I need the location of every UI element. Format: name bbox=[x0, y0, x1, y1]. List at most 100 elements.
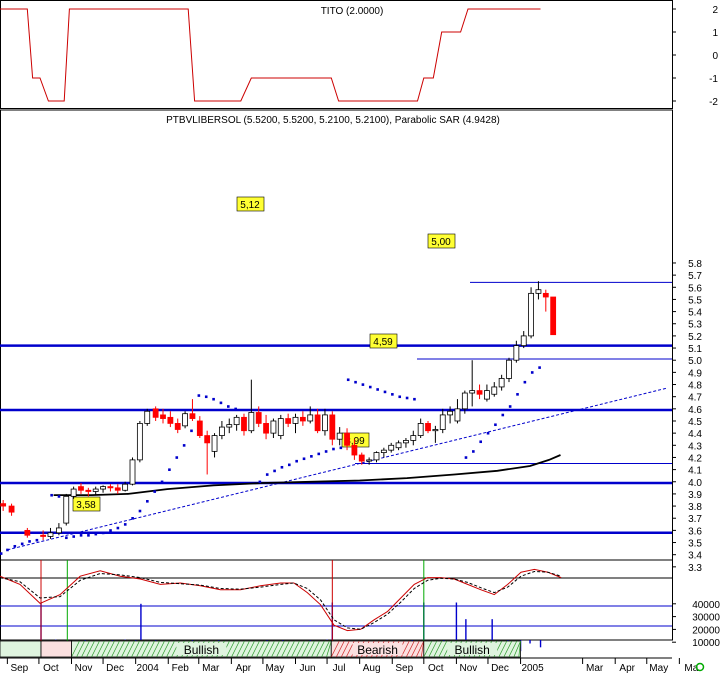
sar-dot bbox=[57, 495, 61, 498]
band-hatch bbox=[71, 640, 80, 658]
candle-body bbox=[92, 488, 99, 492]
price-y-tick-label: 3.5 bbox=[688, 539, 702, 550]
x-tick-label: Apr bbox=[236, 663, 252, 674]
candle-body bbox=[520, 335, 527, 347]
tito-y-tick-label: -2 bbox=[709, 97, 718, 108]
candle-body bbox=[506, 359, 512, 379]
level-label-box bbox=[369, 333, 398, 349]
band-hatch bbox=[161, 640, 170, 658]
sar-dot bbox=[123, 523, 127, 526]
trend-line bbox=[7, 387, 667, 551]
sar-dot bbox=[197, 394, 201, 397]
candle-body bbox=[314, 414, 321, 432]
candle-body bbox=[211, 435, 218, 452]
candle-body bbox=[189, 413, 196, 419]
price-y-tick-label: 5.0 bbox=[688, 356, 702, 367]
candle-body bbox=[55, 527, 62, 534]
oscillator-line bbox=[0, 570, 562, 630]
sar-dot bbox=[501, 413, 505, 417]
band-label-bg bbox=[176, 643, 227, 655]
band-hatch bbox=[76, 640, 85, 658]
candle-body bbox=[292, 416, 299, 424]
sar-dot bbox=[160, 480, 164, 484]
candle-body bbox=[358, 454, 365, 462]
x-tick-label: Oct bbox=[428, 663, 444, 674]
candle-body bbox=[403, 440, 409, 444]
sar-dot bbox=[361, 383, 365, 386]
band-hatch bbox=[271, 640, 280, 658]
sentiment-band bbox=[40, 640, 72, 658]
sar-dot bbox=[234, 407, 237, 411]
level-label-box bbox=[72, 496, 101, 512]
sar-dot bbox=[20, 542, 24, 546]
price-y-tick-label: 5.8 bbox=[688, 259, 702, 270]
sar-dot bbox=[376, 388, 379, 391]
candle-body bbox=[196, 420, 203, 436]
sar-dot bbox=[310, 455, 313, 458]
sar-dot bbox=[94, 532, 98, 536]
candle-body bbox=[461, 392, 468, 410]
candle-body bbox=[344, 432, 350, 446]
candle-body bbox=[167, 416, 174, 424]
sar-dot bbox=[109, 529, 112, 532]
sar-dot bbox=[273, 469, 276, 473]
sar-dot bbox=[486, 431, 490, 435]
candle-body bbox=[204, 435, 211, 444]
candle-body bbox=[136, 423, 143, 461]
candle-body bbox=[469, 390, 476, 394]
candle-body bbox=[491, 386, 498, 395]
candle-body bbox=[410, 435, 417, 441]
level-label: 3,99 bbox=[345, 436, 365, 447]
candle-body bbox=[85, 489, 92, 492]
band-label: Bullish bbox=[455, 643, 490, 657]
x-tick-label: Feb bbox=[172, 663, 190, 674]
price-y-tick-label: 4.5 bbox=[688, 417, 702, 428]
sar-dot bbox=[116, 526, 120, 530]
sar-dot bbox=[413, 397, 416, 401]
band-hatch bbox=[428, 640, 438, 658]
band-hatch bbox=[131, 640, 140, 658]
band-label-bg bbox=[352, 643, 403, 655]
status-indicator-icon[interactable] bbox=[695, 662, 705, 672]
band-hatch bbox=[301, 640, 310, 658]
sar-dot bbox=[101, 531, 105, 535]
sar-dot bbox=[79, 534, 83, 537]
sar-dot bbox=[494, 423, 497, 427]
band-hatch bbox=[241, 640, 250, 658]
sar-dot bbox=[302, 457, 306, 461]
price-y-tick-label: 4.8 bbox=[688, 381, 702, 392]
candle-body bbox=[476, 390, 483, 395]
candle-body bbox=[550, 296, 557, 336]
sar-dot bbox=[146, 500, 149, 503]
tito-frame bbox=[0, 0, 673, 109]
candle-body bbox=[277, 418, 284, 436]
sar-dot bbox=[391, 393, 394, 396]
band-hatch bbox=[433, 640, 443, 658]
sar-dot bbox=[405, 396, 409, 400]
band-hatch bbox=[256, 640, 265, 658]
candle-body bbox=[24, 529, 31, 536]
band-hatch bbox=[101, 640, 110, 658]
candle-body bbox=[498, 378, 505, 388]
sar-dot bbox=[332, 447, 335, 451]
sar-dot bbox=[368, 385, 372, 389]
candle-body bbox=[8, 505, 15, 513]
x-tick-label: Jul bbox=[333, 663, 346, 674]
band-hatch bbox=[296, 640, 305, 658]
candle-body bbox=[380, 449, 387, 453]
band-hatch bbox=[316, 640, 325, 658]
tito-title: TITO (2.0000) bbox=[321, 6, 384, 17]
level-label-box bbox=[427, 233, 456, 249]
price-title: PTBVLIBERSOL (5.5200, 5.5200, 5.2100, 5.… bbox=[166, 115, 500, 126]
sar-dot bbox=[538, 366, 541, 369]
band-hatch bbox=[146, 640, 155, 658]
candle-body bbox=[395, 442, 402, 449]
band-hatch bbox=[498, 640, 508, 658]
x-tick-label: Mar bbox=[202, 663, 220, 674]
candle-body bbox=[241, 416, 247, 432]
band-hatch bbox=[106, 640, 115, 658]
candle-body bbox=[439, 414, 446, 430]
band-hatch bbox=[136, 640, 145, 658]
candle-body bbox=[432, 429, 439, 432]
level-label: 3,58 bbox=[76, 500, 96, 511]
